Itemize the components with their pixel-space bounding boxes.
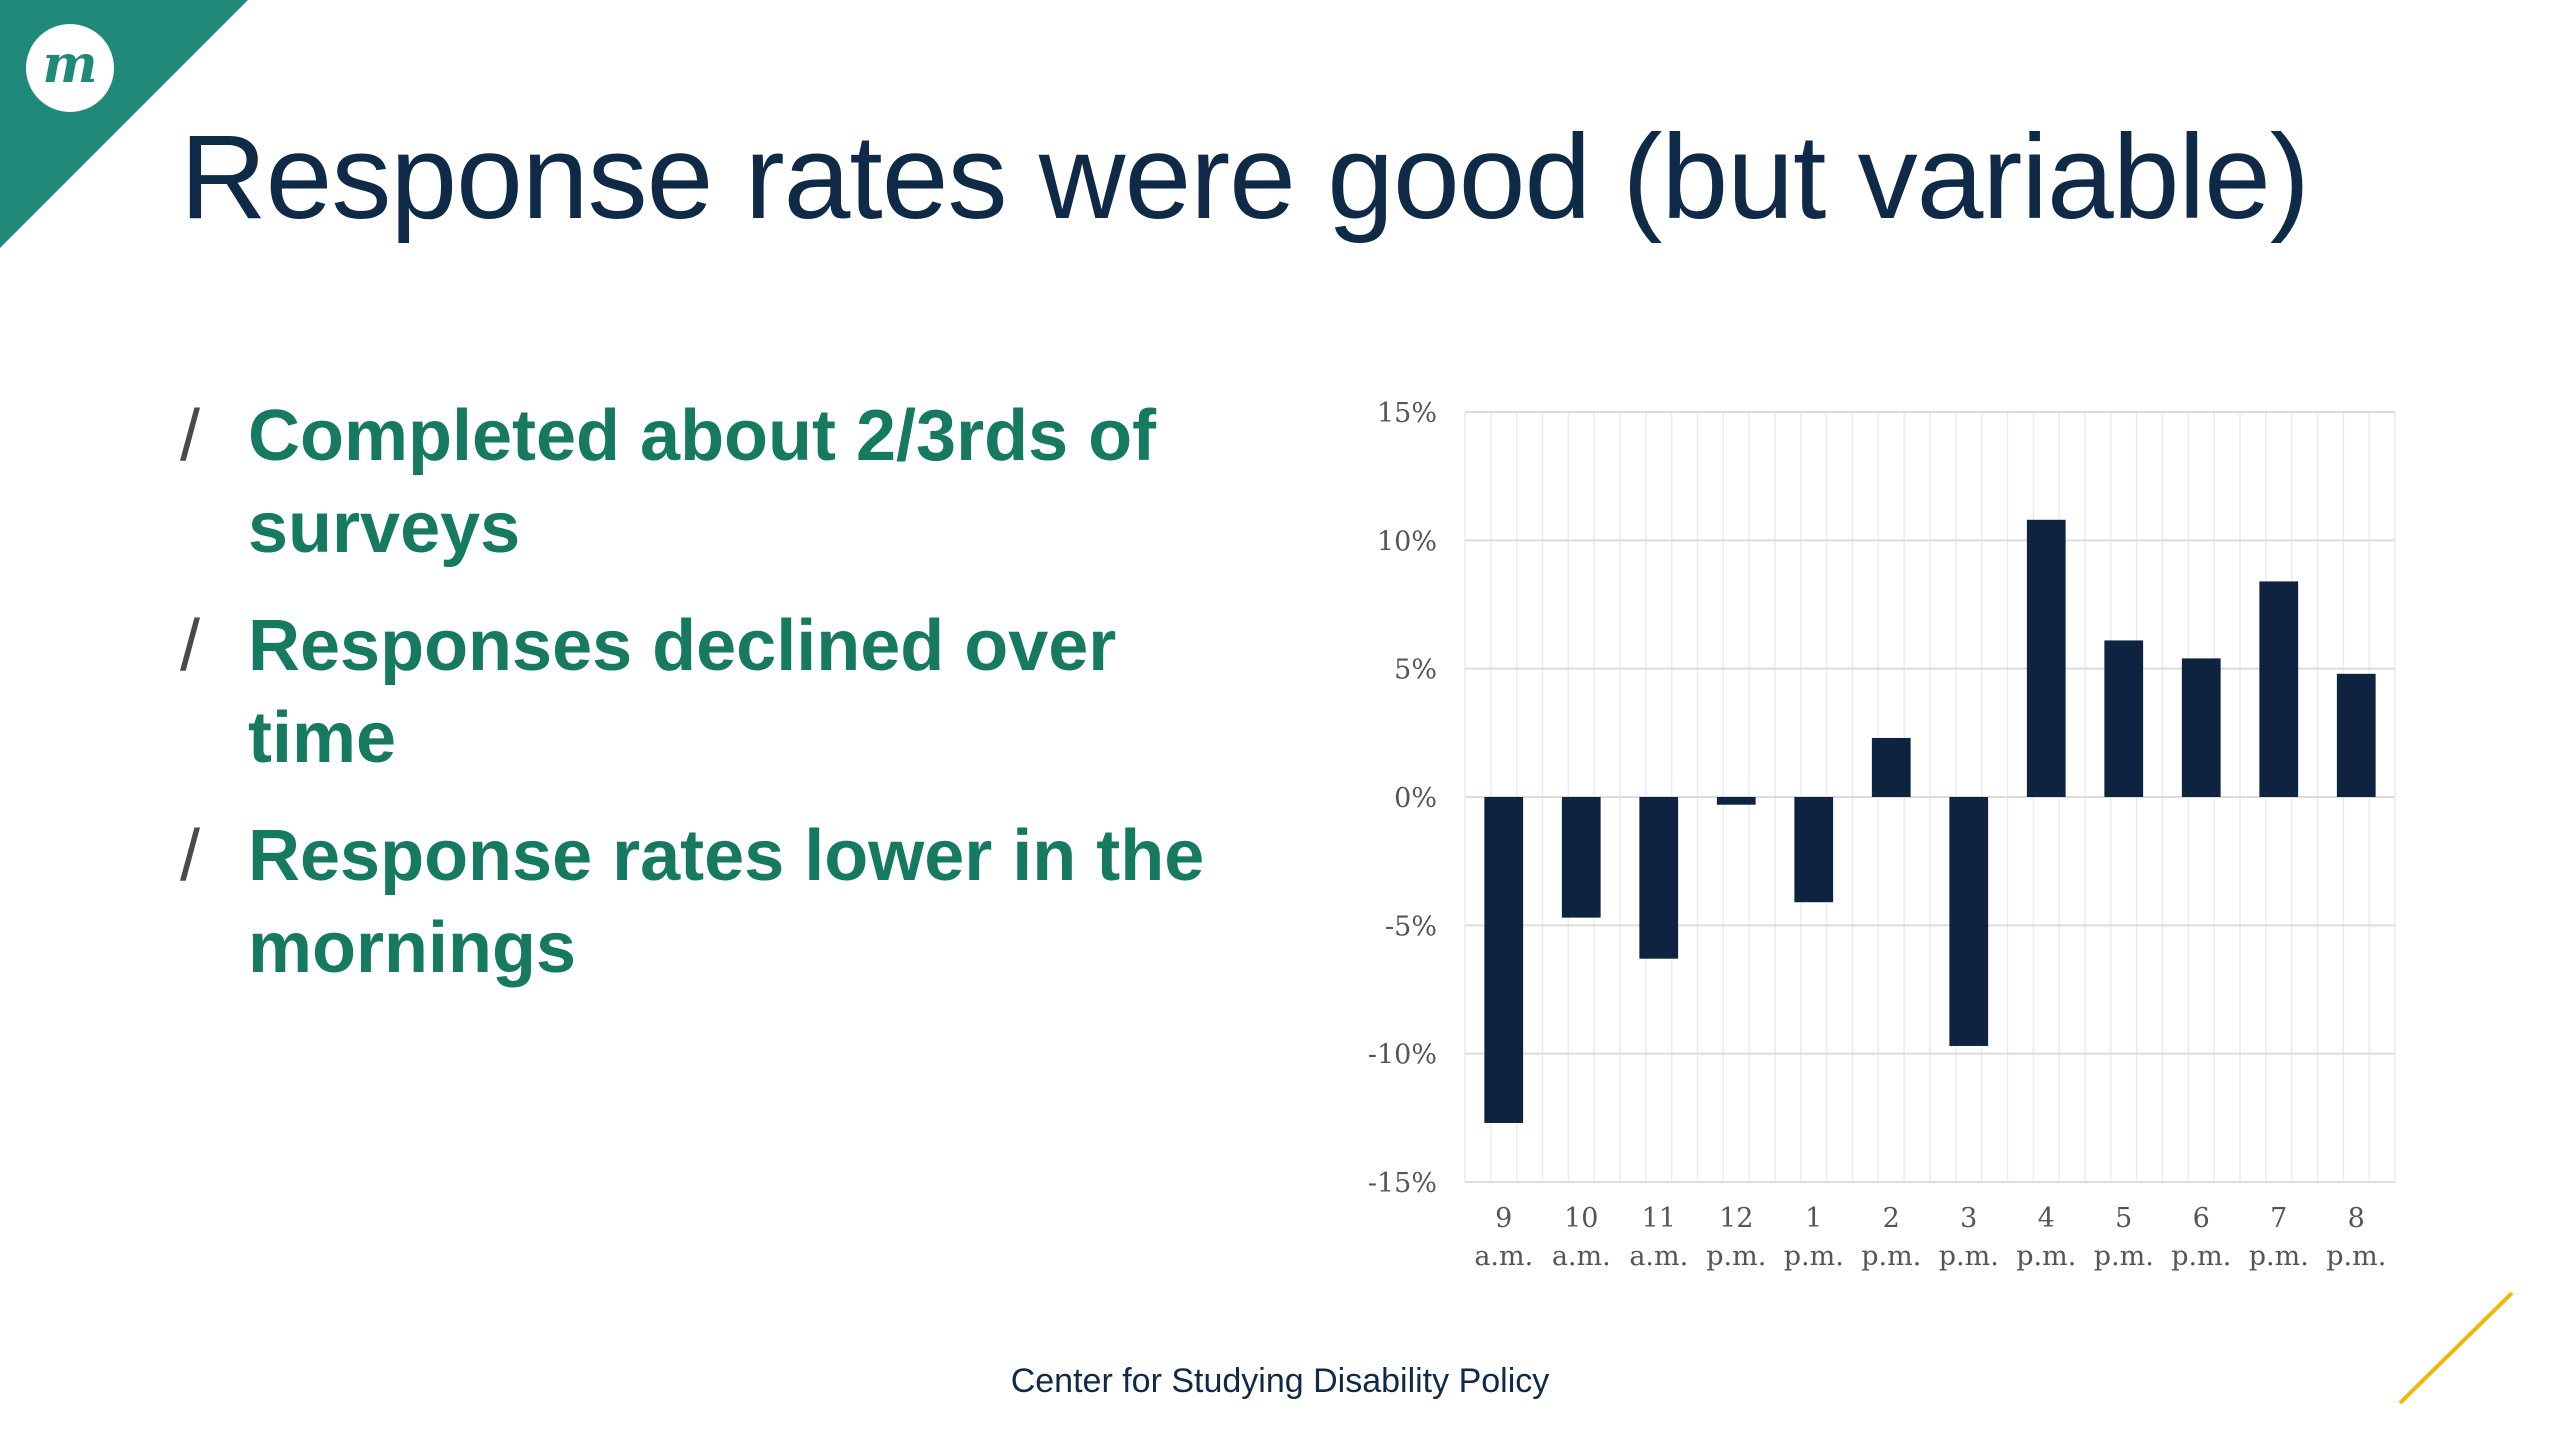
y-tick-label: 15% — [1377, 398, 1437, 429]
x-tick-label: 8 — [2348, 1203, 2365, 1234]
bullet-text: Completed about 2/3rds of surveys — [248, 396, 1157, 568]
x-tick-label: 5 — [2115, 1203, 2132, 1234]
bullet-slash-icon: / — [180, 606, 201, 686]
x-tick-label: 11 — [1642, 1203, 1676, 1234]
x-tick-label: 7 — [2270, 1203, 2287, 1234]
bar — [1794, 797, 1834, 903]
x-tick-label: 4 — [2038, 1203, 2055, 1234]
bar — [2104, 640, 2144, 797]
x-tick-sublabel: p.m. — [2326, 1241, 2386, 1272]
y-tick-label: 5% — [1394, 655, 1437, 686]
page-title: Response rates were good (but variable) — [180, 110, 2310, 244]
response-rate-bar-chart: 15%10%5%0%-5%-10%-15%9a.m.10a.m.11a.m.12… — [1368, 398, 2396, 1272]
brand-logo: m — [0, 0, 248, 248]
x-tick-label: 1 — [1805, 1203, 1822, 1234]
x-tick-sublabel: p.m. — [1939, 1241, 1999, 1272]
bullet-slash-icon: / — [180, 816, 201, 896]
x-tick-sublabel: p.m. — [1784, 1241, 1844, 1272]
bar — [1949, 797, 1989, 1046]
y-tick-label: 10% — [1377, 526, 1437, 557]
bar — [1639, 797, 1679, 959]
x-tick-label: 3 — [1960, 1203, 1977, 1234]
bar — [2181, 658, 2221, 797]
x-tick-label: 12 — [1719, 1203, 1753, 1234]
bar — [1716, 797, 1756, 805]
x-tick-sublabel: a.m. — [1552, 1241, 1611, 1272]
accent-line — [2398, 1291, 2514, 1405]
bar — [2336, 673, 2376, 797]
x-tick-sublabel: a.m. — [1474, 1241, 1533, 1272]
x-tick-sublabel: p.m. — [2249, 1241, 2309, 1272]
x-tick-sublabel: p.m. — [2171, 1241, 2231, 1272]
bullet-item-declined: / Responses declined over time — [180, 600, 1240, 784]
x-tick-label: 6 — [2193, 1203, 2210, 1234]
y-tick-label: -10% — [1368, 1040, 1437, 1071]
bar — [1484, 797, 1524, 1123]
y-tick-label: 0% — [1394, 783, 1437, 814]
x-tick-sublabel: a.m. — [1629, 1241, 1688, 1272]
logo-letter: m — [42, 34, 97, 95]
x-tick-sublabel: p.m. — [1706, 1241, 1766, 1272]
bullet-text: Responses declined over time — [248, 606, 1117, 778]
bullet-item-completed: / Completed about 2/3rds of surveys — [180, 390, 1240, 574]
bullet-text: Response rates lower in the mornings — [248, 816, 1205, 988]
bar — [2259, 581, 2299, 797]
x-tick-label: 9 — [1495, 1203, 1512, 1234]
x-tick-label: 2 — [1883, 1203, 1900, 1234]
y-tick-label: -5% — [1385, 911, 1437, 942]
bullet-slash-icon: / — [180, 396, 201, 476]
accent-slash-icon — [2398, 1291, 2514, 1405]
bar — [2026, 519, 2066, 797]
logo-circle — [26, 24, 114, 112]
footer-org-name: Center for Studying Disability Policy — [1010, 1362, 1550, 1400]
bar — [1871, 737, 1911, 797]
x-tick-sublabel: p.m. — [2094, 1241, 2154, 1272]
bullet-item-mornings: / Response rates lower in the mornings — [180, 810, 1240, 994]
bar — [1561, 797, 1601, 918]
x-tick-sublabel: p.m. — [2016, 1241, 2076, 1272]
bullet-list: / Completed about 2/3rds of surveys / Re… — [180, 390, 1240, 1020]
y-tick-label: -15% — [1368, 1168, 1437, 1199]
x-tick-label: 10 — [1564, 1203, 1598, 1234]
x-tick-sublabel: p.m. — [1861, 1241, 1921, 1272]
